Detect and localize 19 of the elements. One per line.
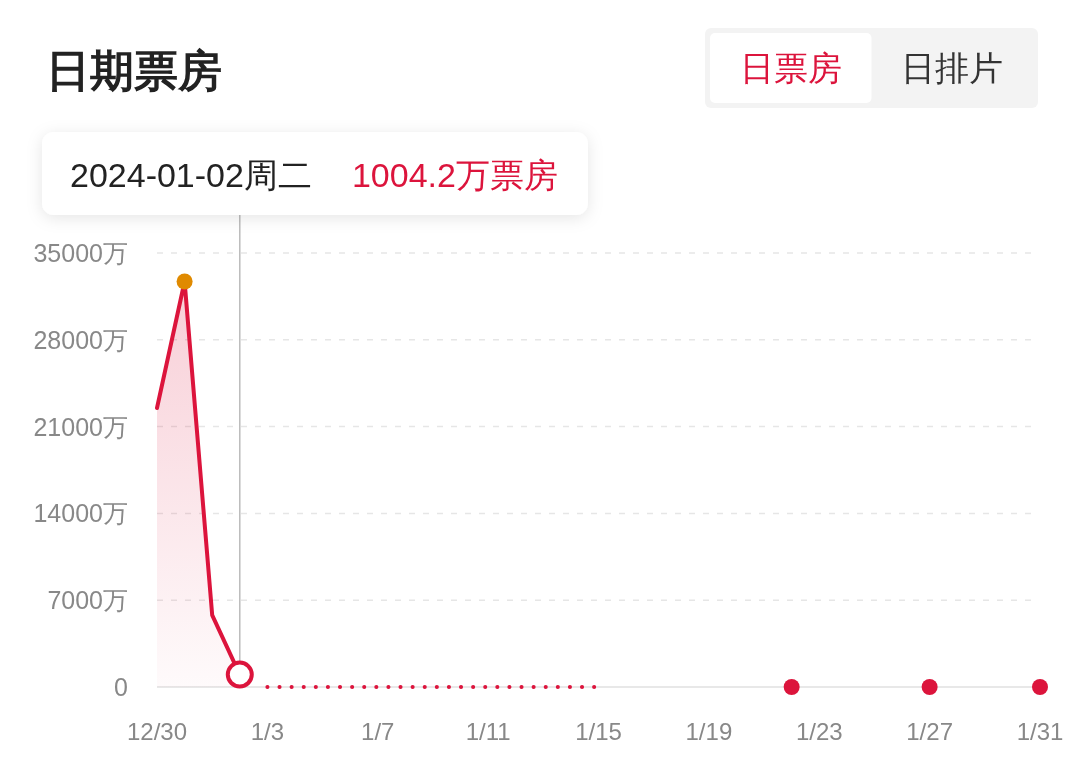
- x-tick-label: 12/30: [126, 718, 188, 745]
- y-tick-label: 35000万: [33, 239, 128, 267]
- x-tick-label: 1/31: [1016, 718, 1064, 745]
- x-tick-label: 1/19: [685, 718, 733, 745]
- x-tick-label: 1/7: [361, 718, 395, 745]
- y-tick-label: 14000万: [33, 499, 128, 528]
- x-tick-label: 1/3: [250, 718, 285, 745]
- y-tick-label: 21000万: [33, 412, 128, 441]
- annotation: 2024-01-02周二: [70, 156, 312, 194]
- x-tick-label: 1/23: [795, 718, 843, 745]
- y-tick-label: 7000万: [47, 586, 128, 615]
- toggle: 日票房 日排片: [705, 28, 1038, 108]
- title: 日期票房: [46, 46, 222, 95]
- x-tick-label: 1/27: [906, 718, 953, 745]
- annotation: 1004.2万票房: [351, 156, 558, 194]
- y-tick-label: 0: [114, 673, 128, 701]
- y-tick-label: 28000万: [33, 325, 128, 354]
- x-tick-label: 1/11: [465, 718, 511, 745]
- x-tick-label: 1/15: [575, 718, 622, 745]
